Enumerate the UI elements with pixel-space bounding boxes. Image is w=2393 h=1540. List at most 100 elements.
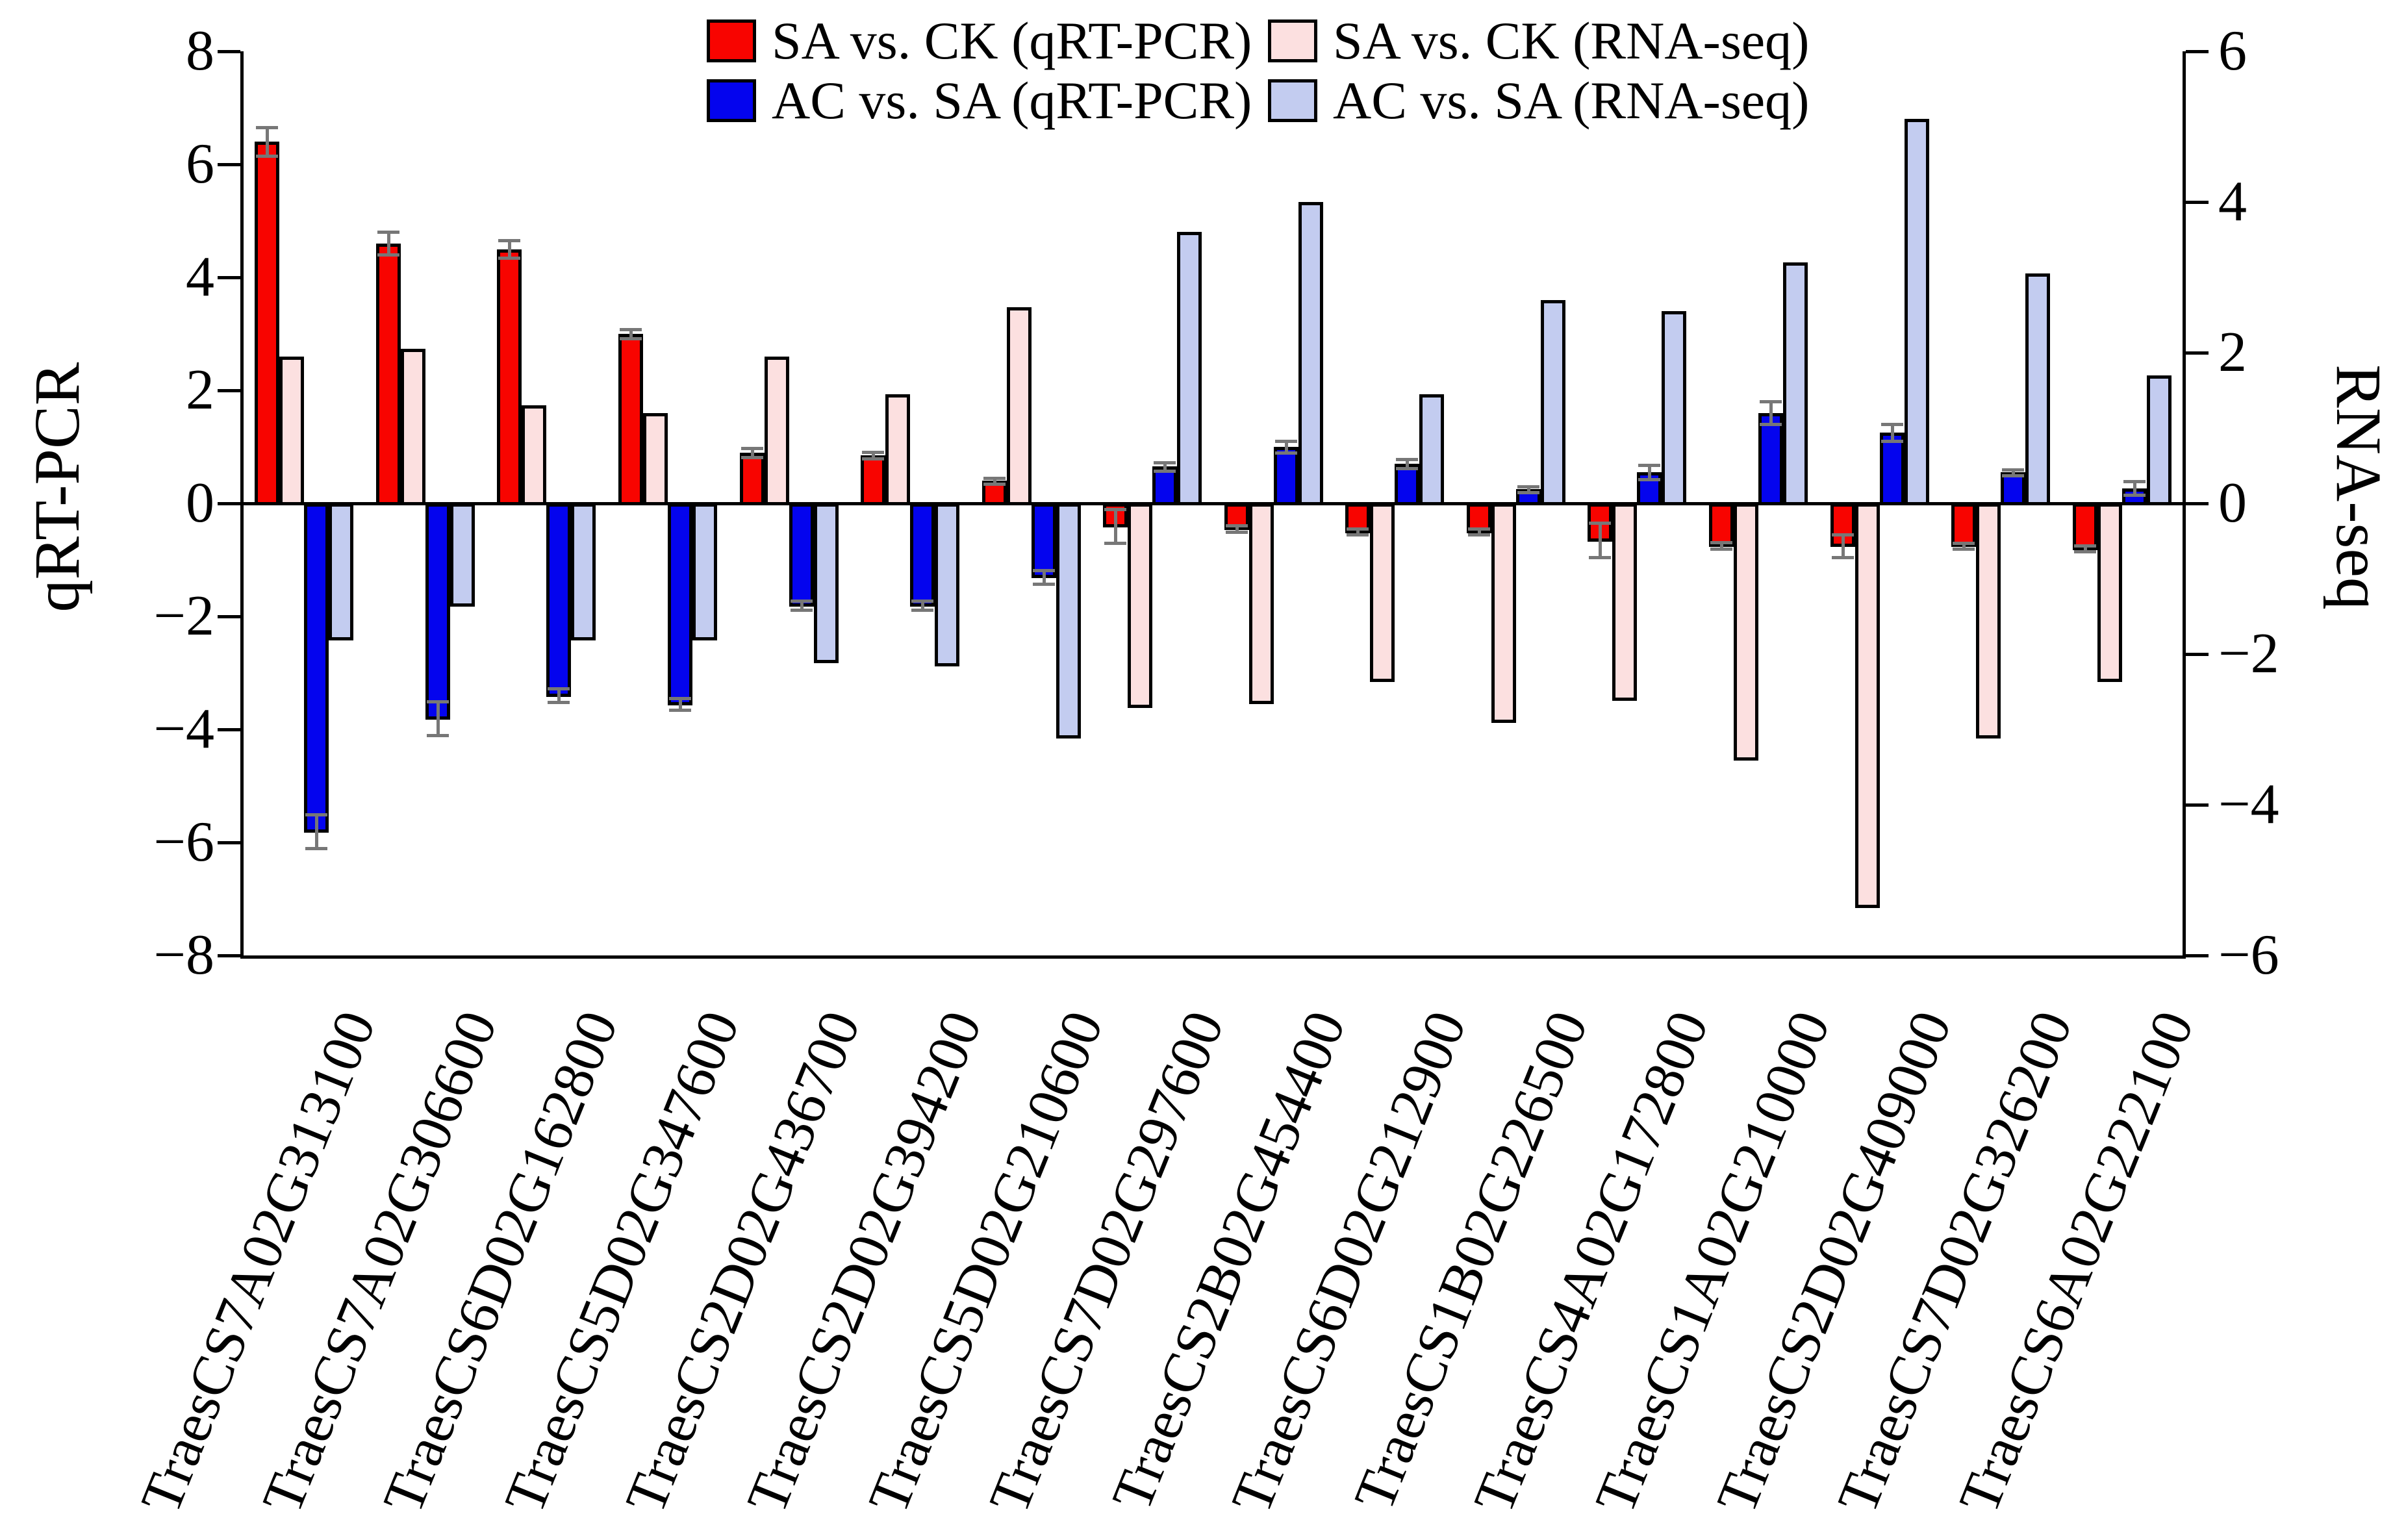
bar-red-TraesCS7A02G306600 xyxy=(375,243,401,505)
error-bar-cap xyxy=(498,256,521,260)
left-axis-tick-label: 4 xyxy=(186,246,214,309)
error-bar-cap xyxy=(741,446,763,450)
error-bar-cap xyxy=(1953,541,1975,545)
left-axis-tick-label: −8 xyxy=(153,924,214,987)
error-bar-cap xyxy=(983,476,1006,480)
bar-lightblue-TraesCS7D02G297600 xyxy=(1177,232,1202,505)
error-bar-cap xyxy=(256,154,279,158)
bar-lightblue-TraesCS6D02G162800 xyxy=(571,503,596,640)
error-bar-cap xyxy=(1032,582,1055,586)
right-axis-tick-label: 6 xyxy=(2218,19,2247,82)
error-bar-cap xyxy=(1274,451,1297,455)
legend-label: AC vs. SA (RNA-seq) xyxy=(1333,71,1810,130)
error-bar-cap xyxy=(2073,544,2096,548)
bar-blue-TraesCS7A02G313100 xyxy=(304,503,329,833)
error-bar-cap xyxy=(548,701,570,705)
error-bar-cap xyxy=(1396,458,1419,462)
bar-blue-TraesCS2B02G454400 xyxy=(1273,447,1298,505)
bar-blue-TraesCS7D02G297600 xyxy=(1152,466,1178,505)
error-bar-stem xyxy=(629,329,633,338)
error-bar-stem xyxy=(1356,529,1360,535)
error-bar-cap xyxy=(911,608,934,612)
bar-lightblue-TraesCS2D02G394200 xyxy=(935,503,960,667)
bar-lightblue-TraesCS6A02G222100 xyxy=(2146,375,2171,505)
error-bar-cap xyxy=(1517,485,1539,488)
zero-baseline xyxy=(244,502,2183,505)
error-bar-cap xyxy=(1225,524,1248,527)
bar-pink-TraesCS2D02G409000 xyxy=(1855,503,1880,908)
left-axis-tick xyxy=(218,728,240,731)
error-bar-cap xyxy=(377,231,399,234)
left-axis-tick-label: 0 xyxy=(186,472,214,535)
bar-lightblue-TraesCS5D02G210600 xyxy=(1056,503,1081,738)
bar-lightblue-TraesCS5D02G347600 xyxy=(692,503,717,640)
left-axis-tick xyxy=(218,163,240,166)
error-bar-cap xyxy=(1589,555,1612,559)
left-axis-tick xyxy=(218,841,240,844)
bar-blue-TraesCS7A02G306600 xyxy=(425,503,450,720)
bar-pink-TraesCS1A02G210000 xyxy=(1734,503,1759,761)
error-bar-stem xyxy=(1769,401,1773,425)
error-bar-stem xyxy=(678,698,682,710)
bar-pink-TraesCS2D02G436700 xyxy=(764,356,789,505)
left-axis-tick xyxy=(218,615,240,618)
error-bar-cap xyxy=(1104,507,1127,511)
right-axis-tick-label: −6 xyxy=(2218,924,2279,987)
error-bar-stem xyxy=(1890,424,1894,442)
bar-pink-TraesCS2D02G394200 xyxy=(885,394,911,505)
bar-blue-TraesCS2D02G409000 xyxy=(1879,433,1905,505)
error-bar-cap xyxy=(1347,527,1369,531)
left-axis-tick xyxy=(218,502,240,505)
error-bar-cap xyxy=(2002,468,2025,472)
left-axis-tick-label: 8 xyxy=(186,19,214,82)
bar-lightblue-TraesCS6D02G212900 xyxy=(1419,394,1445,505)
error-bar-stem xyxy=(386,232,390,255)
bar-blue-TraesCS7D02G326200 xyxy=(2001,472,2026,505)
bar-red-TraesCS6A02G222100 xyxy=(2072,503,2097,550)
legend-item: SA vs. CK (qRT-PCR) xyxy=(707,13,1252,69)
bar-pink-TraesCS4A02G172800 xyxy=(1612,503,1638,701)
bar-lightblue-TraesCS4A02G172800 xyxy=(1662,311,1687,505)
error-bar-cap xyxy=(1154,469,1176,473)
error-bar-stem xyxy=(1163,462,1167,471)
bar-pink-TraesCS7A02G306600 xyxy=(400,349,425,505)
bar-pink-TraesCS7A02G313100 xyxy=(279,356,305,505)
error-bar-cap xyxy=(1154,461,1176,465)
legend-label: SA vs. CK (qRT-PCR) xyxy=(772,11,1252,70)
bar-pink-TraesCS1B02G226500 xyxy=(1491,503,1516,724)
bar-pink-TraesCS2B02G454400 xyxy=(1248,503,1274,705)
bar-blue-TraesCS2D02G436700 xyxy=(789,503,814,607)
legend-label: SA vs. CK (RNA-seq) xyxy=(1333,11,1810,70)
bar-lightblue-TraesCS2D02G436700 xyxy=(813,503,839,663)
error-bar-cap xyxy=(1760,423,1782,427)
right-axis-tick-label: −2 xyxy=(2218,622,2279,685)
legend-label: AC vs. SA (qRT-PCR) xyxy=(772,71,1252,130)
error-bar-stem xyxy=(1235,525,1239,533)
error-bar-cap xyxy=(305,846,328,850)
error-bar-cap xyxy=(1517,490,1539,494)
bar-red-TraesCS1A02G210000 xyxy=(1709,503,1734,548)
right-axis-spine xyxy=(2183,51,2186,959)
error-bar-cap xyxy=(1032,568,1055,572)
bar-pink-TraesCS5D02G210600 xyxy=(1006,307,1032,505)
error-bar-cap xyxy=(619,328,642,332)
error-bar-stem xyxy=(508,240,512,258)
bar-blue-TraesCS6D02G162800 xyxy=(546,503,572,697)
error-bar-cap xyxy=(2123,493,2146,497)
error-bar-stem xyxy=(2133,481,2136,495)
bar-pink-TraesCS6D02G162800 xyxy=(522,405,547,505)
error-bar-cap xyxy=(790,599,813,603)
right-axis-tick-label: 0 xyxy=(2218,472,2247,535)
right-axis-tick xyxy=(2186,653,2209,656)
bar-red-TraesCS7D02G326200 xyxy=(1951,503,1977,548)
error-bar-cap xyxy=(1347,533,1369,536)
left-axis-tick xyxy=(218,276,240,279)
error-bar-cap xyxy=(862,450,885,454)
left-axis-tick-label: −2 xyxy=(153,585,214,648)
error-bar-cap xyxy=(668,708,691,712)
error-bar-cap xyxy=(1589,522,1612,525)
right-axis-tick xyxy=(2186,803,2209,807)
error-bar-cap xyxy=(1710,548,1733,551)
bar-lightblue-TraesCS7A02G313100 xyxy=(329,503,354,640)
